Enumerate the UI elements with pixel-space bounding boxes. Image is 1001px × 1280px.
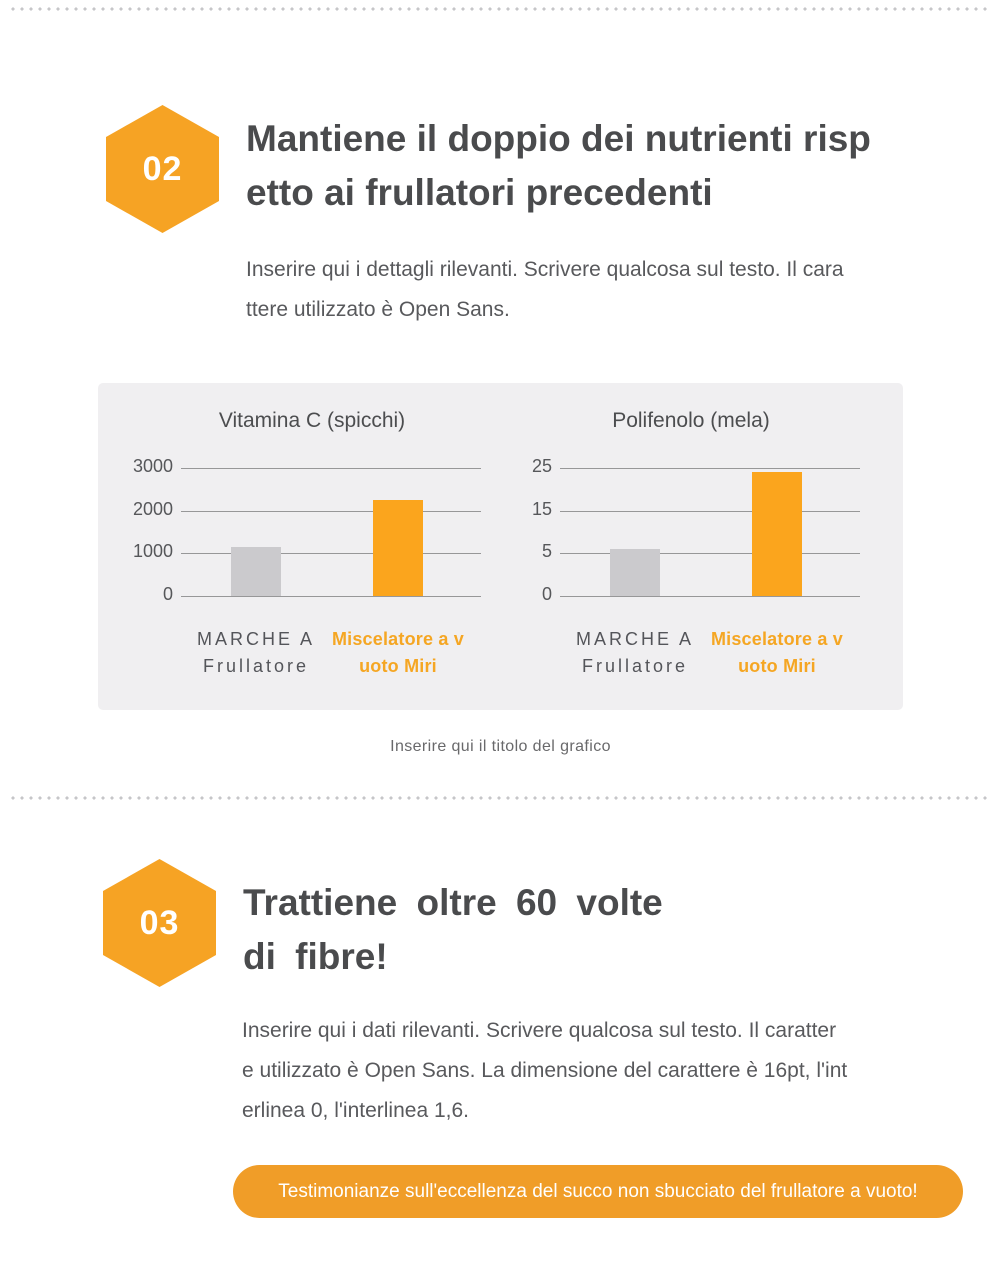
section-03-badge-number: 03 (139, 903, 180, 942)
chart-polifenolo: Polifenolo (mela) 0 5 15 25 MARCHE A Frullato… (477, 383, 879, 710)
category-label: Miscelatore a v uoto Miri (331, 629, 465, 676)
section-03-heading-line2: di fibre! (243, 936, 388, 977)
dotted-divider-middle (11, 796, 991, 800)
gridline (181, 596, 481, 597)
bar-miscelatore (373, 500, 423, 596)
section-03-badge: 03 (103, 859, 216, 987)
bar-marche-a (610, 549, 660, 596)
bar-marche-a (231, 546, 281, 596)
gridline (560, 510, 860, 512)
section-02-heading-line1: Mantiene il doppio dei nutrienti risp (246, 118, 871, 159)
y-axis-tick-label: 0 (541, 584, 552, 604)
dotted-divider-top (11, 7, 991, 11)
gridline (181, 510, 481, 512)
gridline (560, 468, 860, 469)
gridline (560, 553, 860, 555)
section-03-heading: Trattiene oltre 60 volte di fibre! (243, 876, 663, 984)
bar-miscelatore (752, 472, 802, 596)
chart-title-polifenolo: Polifenolo (mela) (612, 409, 770, 432)
chart-panel: Vitamina C (spicchi) 0 1000 2000 3000 MARCHE… (98, 383, 903, 710)
y-axis-tick-label: 0 (162, 584, 173, 604)
section-03-heading-line1: Trattiene oltre 60 volte (243, 882, 663, 923)
section-02-body-line2: ttere utilizzato è Open Sans. (246, 298, 510, 321)
y-axis-tick-label: 5 (541, 541, 552, 562)
y-axis-tick-label: 25 (531, 456, 552, 476)
section-02-body-line1: Inserire qui i dettagli rilevanti. Scriv… (246, 258, 844, 281)
y-axis-tick-label: 1000 (132, 541, 173, 562)
y-axis-tick-label: 15 (531, 498, 552, 519)
chart-caption: Inserire qui il titolo del grafico (390, 738, 611, 755)
gridline (181, 468, 481, 469)
section-03-body-line1: Inserire qui i dati rilevanti. Scrivere … (242, 1019, 837, 1042)
section-03-body-line3: erlinea 0, l'interlinea 1,6. (242, 1099, 469, 1122)
category-label: MARCHE A Frullatore (196, 629, 316, 676)
testimonials-button[interactable]: Testimonianze sull'eccellenza del succo … (233, 1165, 963, 1218)
section-02-body: Inserire qui i dettagli rilevanti. Scriv… (246, 250, 844, 330)
testimonials-button-label: Testimonianze sull'eccellenza del succo … (278, 1180, 918, 1202)
category-label: Miscelatore a v uoto Miri (710, 629, 844, 676)
section-02-heading-line2: etto ai frullatori precedenti (246, 172, 713, 213)
section-02-badge: 02 (106, 105, 219, 233)
gridline (560, 596, 860, 597)
plot-area: 0 1000 2000 3000 MARCHE A Frullatore Miscelato… (133, 456, 481, 676)
category-label: MARCHE A Frullatore (575, 629, 695, 676)
section-03-body: Inserire qui i dati rilevanti. Scrivere … (242, 1011, 847, 1131)
y-axis-tick-label: 2000 (132, 498, 173, 519)
section-02-badge-number: 02 (142, 149, 183, 188)
gridline (181, 553, 481, 555)
y-axis-tick-label: 3000 (132, 456, 173, 476)
section-03-body-line2: e utilizzato è Open Sans. La dimensione … (242, 1059, 848, 1082)
chart-vitamina-c: Vitamina C (spicchi) 0 1000 2000 3000 MARCHE… (98, 383, 500, 710)
chart-title-vitamina-c: Vitamina C (spicchi) (218, 409, 406, 432)
section-02-heading: Mantiene il doppio dei nutrienti risp et… (246, 112, 871, 220)
